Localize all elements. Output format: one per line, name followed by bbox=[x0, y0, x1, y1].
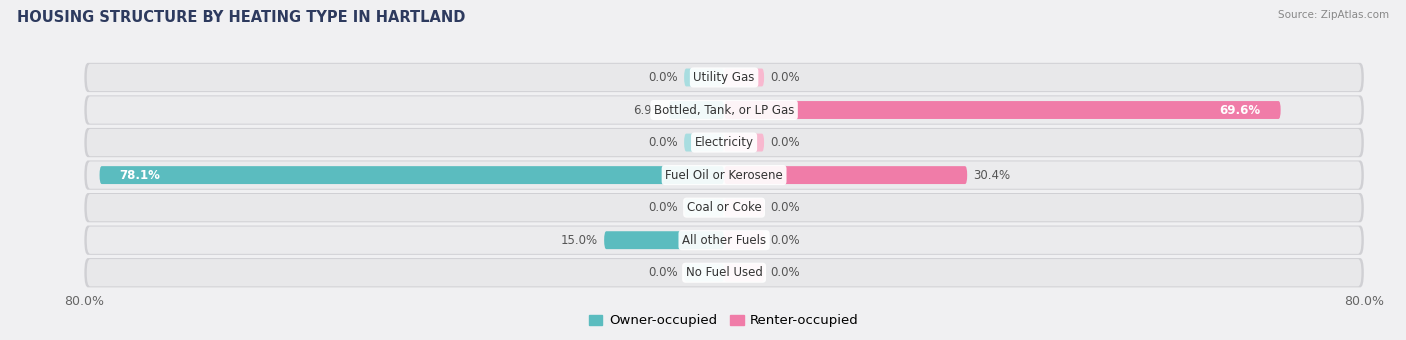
Text: HOUSING STRUCTURE BY HEATING TYPE IN HARTLAND: HOUSING STRUCTURE BY HEATING TYPE IN HAR… bbox=[17, 10, 465, 25]
Text: 0.0%: 0.0% bbox=[770, 136, 800, 149]
Text: 0.0%: 0.0% bbox=[648, 201, 678, 214]
FancyBboxPatch shape bbox=[724, 101, 1281, 119]
FancyBboxPatch shape bbox=[84, 258, 1364, 287]
FancyBboxPatch shape bbox=[87, 194, 1361, 221]
FancyBboxPatch shape bbox=[685, 134, 724, 152]
Text: 0.0%: 0.0% bbox=[770, 71, 800, 84]
Text: Utility Gas: Utility Gas bbox=[693, 71, 755, 84]
Text: 6.9%: 6.9% bbox=[633, 103, 662, 117]
FancyBboxPatch shape bbox=[84, 225, 1364, 255]
FancyBboxPatch shape bbox=[669, 101, 724, 119]
Text: 0.0%: 0.0% bbox=[770, 266, 800, 279]
FancyBboxPatch shape bbox=[87, 64, 1361, 91]
FancyBboxPatch shape bbox=[87, 226, 1361, 254]
Text: All other Fuels: All other Fuels bbox=[682, 234, 766, 247]
FancyBboxPatch shape bbox=[605, 231, 724, 249]
Text: 0.0%: 0.0% bbox=[770, 234, 800, 247]
Legend: Owner-occupied, Renter-occupied: Owner-occupied, Renter-occupied bbox=[583, 309, 865, 333]
FancyBboxPatch shape bbox=[87, 259, 1361, 286]
Text: Source: ZipAtlas.com: Source: ZipAtlas.com bbox=[1278, 10, 1389, 20]
FancyBboxPatch shape bbox=[724, 134, 763, 152]
Text: 0.0%: 0.0% bbox=[648, 266, 678, 279]
FancyBboxPatch shape bbox=[724, 264, 763, 282]
FancyBboxPatch shape bbox=[84, 160, 1364, 190]
FancyBboxPatch shape bbox=[87, 162, 1361, 189]
FancyBboxPatch shape bbox=[685, 199, 724, 217]
Text: 0.0%: 0.0% bbox=[648, 136, 678, 149]
Text: 69.6%: 69.6% bbox=[1219, 103, 1261, 117]
FancyBboxPatch shape bbox=[84, 193, 1364, 222]
FancyBboxPatch shape bbox=[724, 69, 763, 86]
FancyBboxPatch shape bbox=[100, 166, 724, 184]
FancyBboxPatch shape bbox=[724, 166, 967, 184]
FancyBboxPatch shape bbox=[724, 231, 763, 249]
Text: 30.4%: 30.4% bbox=[973, 169, 1011, 182]
Text: Coal or Coke: Coal or Coke bbox=[686, 201, 762, 214]
FancyBboxPatch shape bbox=[84, 128, 1364, 157]
Text: 78.1%: 78.1% bbox=[120, 169, 160, 182]
FancyBboxPatch shape bbox=[724, 199, 763, 217]
FancyBboxPatch shape bbox=[685, 69, 724, 86]
Text: Electricity: Electricity bbox=[695, 136, 754, 149]
Text: 0.0%: 0.0% bbox=[648, 71, 678, 84]
Text: No Fuel Used: No Fuel Used bbox=[686, 266, 762, 279]
FancyBboxPatch shape bbox=[84, 63, 1364, 92]
FancyBboxPatch shape bbox=[685, 264, 724, 282]
FancyBboxPatch shape bbox=[87, 96, 1361, 124]
FancyBboxPatch shape bbox=[84, 95, 1364, 125]
FancyBboxPatch shape bbox=[87, 129, 1361, 156]
Text: 0.0%: 0.0% bbox=[770, 201, 800, 214]
Text: Fuel Oil or Kerosene: Fuel Oil or Kerosene bbox=[665, 169, 783, 182]
Text: Bottled, Tank, or LP Gas: Bottled, Tank, or LP Gas bbox=[654, 103, 794, 117]
Text: 15.0%: 15.0% bbox=[561, 234, 598, 247]
